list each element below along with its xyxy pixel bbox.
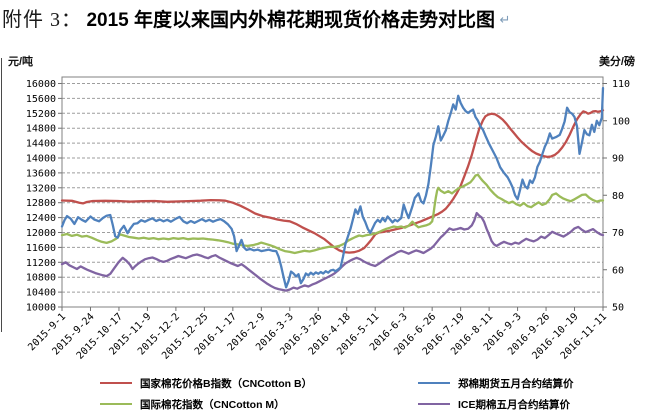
svg-text:12800: 12800 xyxy=(26,198,56,209)
legend-line-sample-red xyxy=(100,382,132,384)
svg-text:12000: 12000 xyxy=(26,228,56,239)
svg-text:10800: 10800 xyxy=(26,273,56,284)
svg-text:110: 110 xyxy=(612,79,630,90)
svg-text:11200: 11200 xyxy=(26,258,56,269)
svg-text:80: 80 xyxy=(612,191,624,202)
svg-text:90: 90 xyxy=(612,154,624,165)
right-axis-unit-label: 美分/磅 xyxy=(598,56,635,68)
legend-line-sample-purple xyxy=(418,403,450,405)
legend-label: 国际棉花指数（CNCotton M） xyxy=(140,398,285,411)
left-axis-unit-label: 元/吨 xyxy=(8,56,34,68)
svg-text:13200: 13200 xyxy=(26,183,56,194)
svg-text:100: 100 xyxy=(612,116,630,127)
svg-text:70: 70 xyxy=(612,228,624,239)
chart-legend: 国家棉花价格B指数（CNCotton B） 郑棉期货五月合约结算价 国际棉花指数… xyxy=(100,376,574,411)
svg-text:16000: 16000 xyxy=(26,79,56,90)
svg-text:15600: 15600 xyxy=(26,94,56,105)
attachment-label: 附件 3： xyxy=(2,9,82,31)
svg-text:10400: 10400 xyxy=(26,288,56,299)
svg-text:60: 60 xyxy=(612,265,624,276)
svg-text:14000: 14000 xyxy=(26,154,56,165)
legend-line-sample-green xyxy=(100,403,132,405)
svg-text:12400: 12400 xyxy=(26,213,56,224)
legend-line-sample-blue xyxy=(418,382,450,384)
page-left-border xyxy=(1,58,2,332)
legend-label: ICE期棉五月合约结算价 xyxy=(458,398,571,411)
svg-text:14800: 14800 xyxy=(26,124,56,135)
svg-text:50: 50 xyxy=(612,303,624,314)
legend-label: 郑棉期货五月合约结算价 xyxy=(458,377,574,390)
legend-item-ice-futures: ICE期棉五月合约结算价 xyxy=(418,397,574,411)
page-title: 附件 3： 2015 年度以来国内外棉花期现货价格走势对比图 ↵ xyxy=(2,3,510,32)
legend-label: 国家棉花价格B指数（CNCotton B） xyxy=(140,377,313,390)
legend-item-cncotton-b: 国家棉花价格B指数（CNCotton B） xyxy=(100,376,418,390)
legend-item-cncotton-m: 国际棉花指数（CNCotton M） xyxy=(100,397,418,411)
svg-text:15200: 15200 xyxy=(26,109,56,120)
svg-text:11600: 11600 xyxy=(26,243,56,254)
svg-text:13600: 13600 xyxy=(26,168,56,179)
paragraph-return-mark: ↵ xyxy=(499,12,511,27)
legend-item-zce-futures: 郑棉期货五月合约结算价 xyxy=(418,376,574,390)
title-text: 2015 年度以来国内外棉花期现货价格走势对比图 xyxy=(86,10,496,31)
svg-text:14400: 14400 xyxy=(26,139,56,150)
svg-text:10000: 10000 xyxy=(26,303,56,314)
